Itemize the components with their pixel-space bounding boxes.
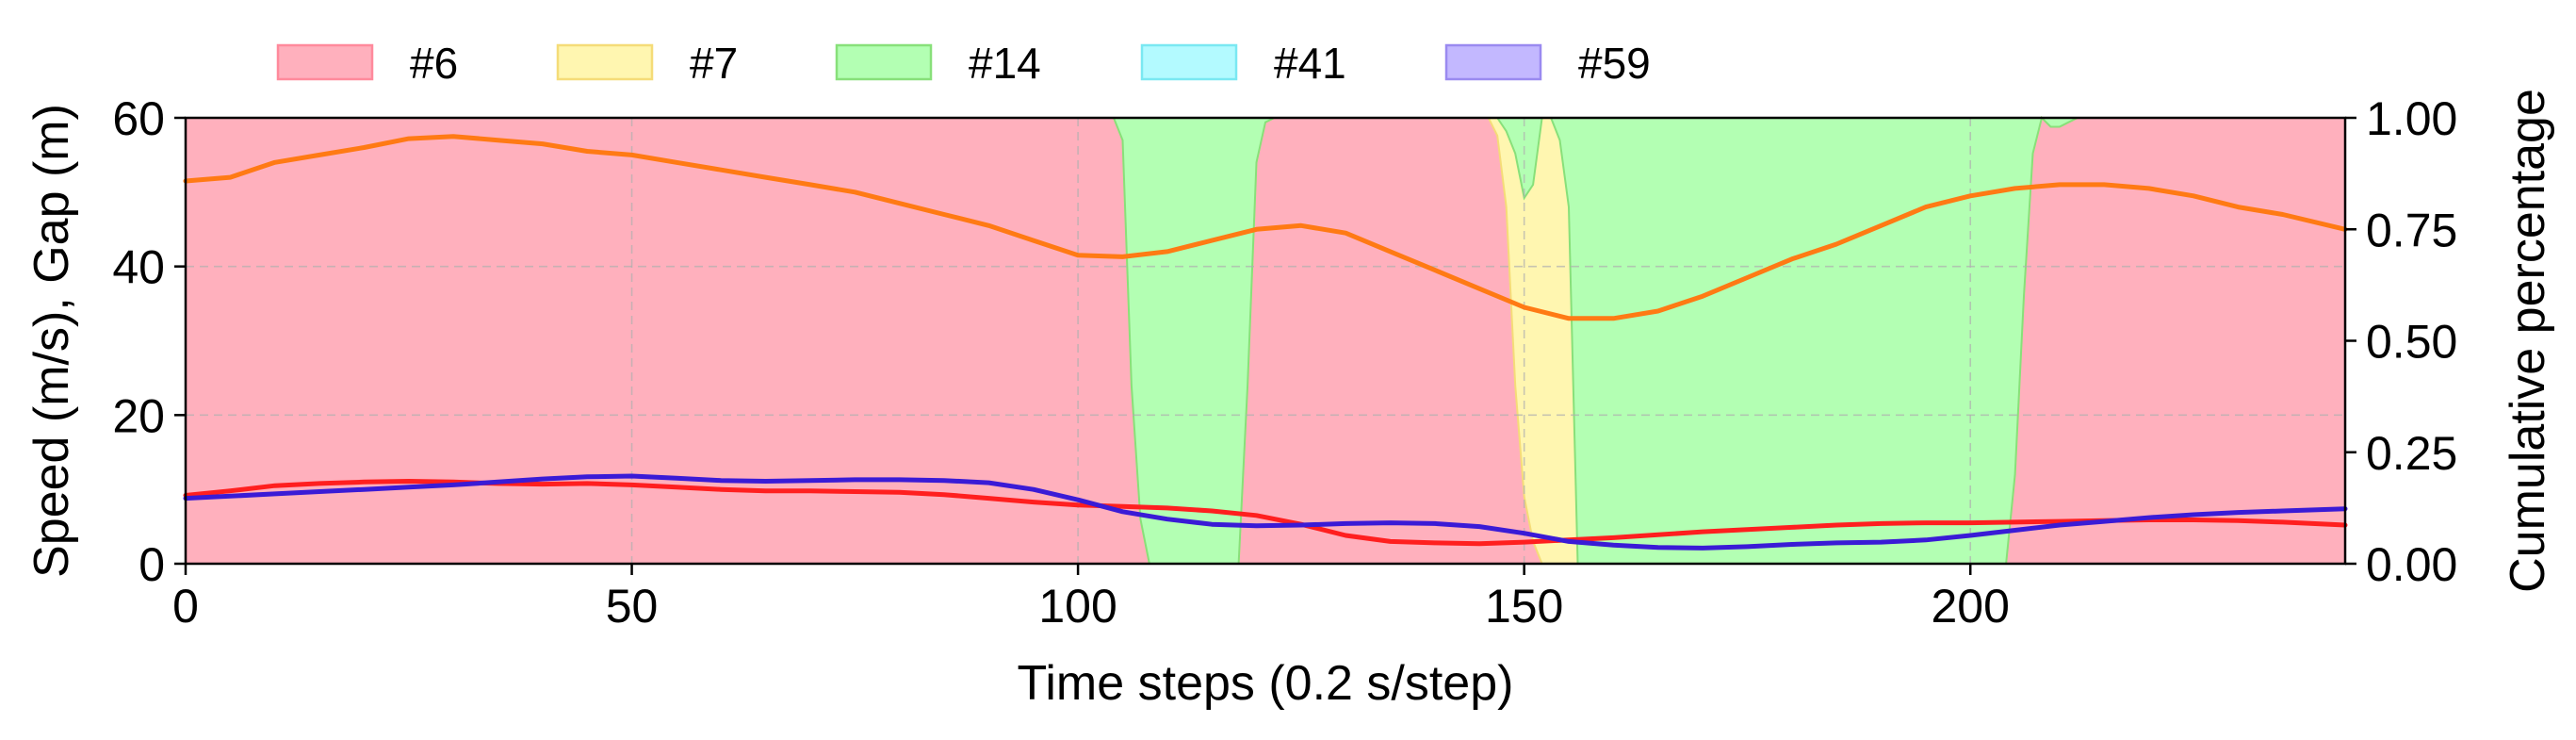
legend-label: #14 [969, 39, 1041, 88]
legend-label: #7 [690, 39, 738, 88]
y-left-tick-label: 0 [139, 538, 165, 591]
series-lines [183, 134, 2348, 551]
band-area-14 [186, 118, 2345, 564]
series-line-1 [183, 134, 2348, 321]
legend-item: #41 [1140, 39, 1346, 88]
legend-item: #14 [835, 39, 1041, 88]
y-axis-left: 0 20 40 60 [112, 92, 186, 591]
series-line-3 [183, 473, 2348, 551]
series-line-2 [183, 479, 2348, 547]
legend-label: #59 [1578, 39, 1651, 88]
y-left-tick-label: 40 [112, 241, 165, 294]
legend-swatch [1140, 43, 1238, 81]
legend: #6 #7 #14 #41 #59 [276, 39, 1651, 88]
legend-item: #7 [556, 39, 738, 88]
y-right-tick-label: 0.50 [2366, 316, 2457, 369]
band-area-6 [186, 118, 2345, 564]
legend-swatch [1444, 43, 1542, 81]
y-axis-right: 0.00 0.25 0.50 0.75 1.00 [2345, 92, 2457, 591]
legend-label: #6 [410, 39, 458, 88]
legend-label: #41 [1274, 39, 1346, 88]
x-tick-label: 100 [1038, 580, 1117, 633]
x-tick-label: 0 [172, 580, 199, 633]
legend-swatch [835, 43, 933, 81]
x-tick-label: 150 [1485, 580, 1563, 633]
legend-item: #59 [1444, 39, 1651, 88]
y-axis-right-label: Cumulative percentage [2501, 89, 2555, 593]
y-left-tick-label: 20 [112, 389, 165, 442]
x-axis-label: Time steps (0.2 s/step) [1018, 656, 1514, 711]
legend-item: #6 [276, 39, 458, 88]
legend-swatch [556, 43, 654, 81]
band-areas [186, 116, 2345, 565]
legend-swatch [276, 43, 374, 81]
x-axis: 0 50 100 150 200 [172, 564, 2010, 633]
y-right-tick-label: 1.00 [2366, 92, 2457, 145]
y-right-tick-label: 0.00 [2366, 538, 2457, 591]
y-left-tick-label: 60 [112, 92, 165, 145]
y-axis-left-label: Speed (m/s), Gap (m) [24, 104, 79, 578]
x-tick-label: 50 [606, 580, 659, 633]
x-tick-label: 200 [1931, 580, 2009, 633]
y-right-tick-label: 0.75 [2366, 204, 2457, 256]
y-right-tick-label: 0.25 [2366, 427, 2457, 480]
